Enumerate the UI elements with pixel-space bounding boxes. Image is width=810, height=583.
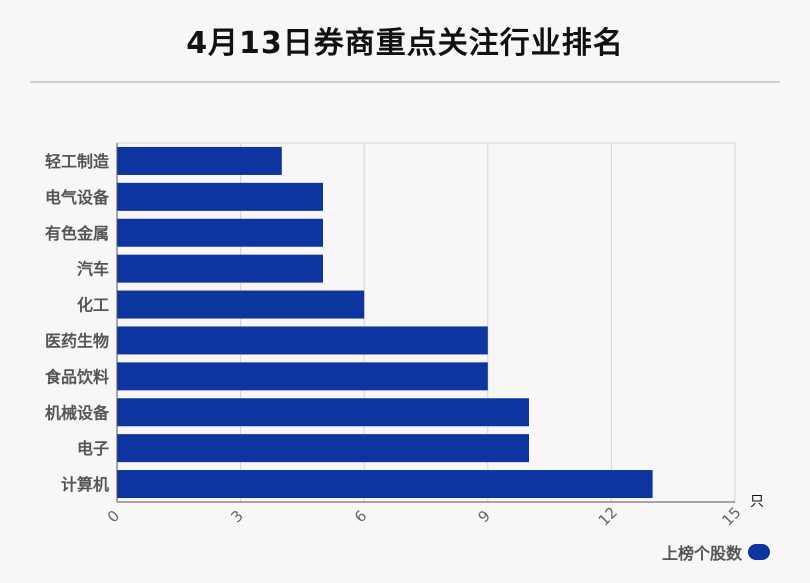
x-tick-label: 15 (718, 503, 744, 529)
category-label: 有色金属 (45, 224, 109, 243)
category-label: 机械设备 (45, 403, 110, 422)
chart-title: 4月13日券商重点关注行业排名 (186, 26, 624, 61)
legend-swatch (748, 544, 770, 560)
category-label: 汽车 (77, 260, 109, 279)
title-divider (30, 81, 780, 83)
category-label: 轻工制造 (45, 152, 110, 171)
bar-机械设备 (117, 398, 529, 427)
x-tick-label: 6 (351, 507, 370, 526)
bar-汽车 (117, 254, 323, 283)
category-label: 医药生物 (45, 331, 109, 350)
x-tick-label: 12 (595, 503, 621, 529)
category-label: 电气设备 (45, 188, 110, 207)
category-label: 化工 (77, 296, 109, 315)
x-tick-label: 3 (227, 507, 246, 526)
bar-电气设备 (117, 182, 323, 211)
bar-食品饮料 (117, 362, 488, 391)
legend[interactable]: 上榜个股数 (662, 540, 770, 564)
bar-计算机 (117, 470, 653, 499)
legend-label: 上榜个股数 (661, 544, 742, 563)
bar-医药生物 (117, 326, 488, 355)
category-label: 食品饮料 (44, 367, 109, 386)
x-tick-label: 9 (475, 507, 494, 526)
x-tick-label: 0 (104, 507, 123, 526)
bar-电子 (117, 434, 529, 463)
bar-轻工制造 (117, 146, 282, 175)
x-unit-label: 只 (750, 494, 764, 510)
category-label: 电子 (77, 439, 109, 458)
bar-有色金属 (117, 218, 323, 247)
bar-化工 (117, 290, 365, 319)
category-label: 计算机 (61, 475, 109, 494)
